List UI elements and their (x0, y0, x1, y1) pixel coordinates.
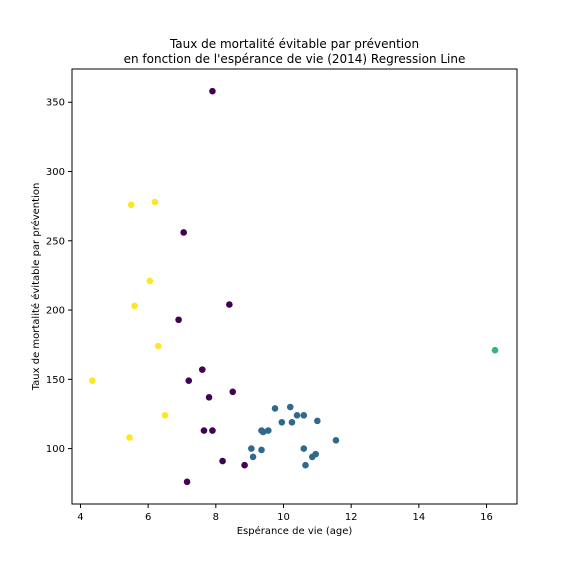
data-point (264, 427, 272, 434)
data-point (146, 277, 154, 285)
data-point (300, 412, 308, 419)
y-tick-label: 300 (46, 167, 65, 178)
y-tick-label: 250 (46, 236, 65, 247)
x-tick-label: 12 (345, 512, 358, 523)
data-point (209, 427, 216, 434)
data-point (200, 427, 208, 434)
data-point (241, 461, 248, 469)
y-tick-label: 350 (46, 98, 65, 109)
data-point (259, 428, 267, 436)
data-point (258, 446, 265, 454)
y-tick-label: 150 (46, 375, 65, 386)
x-tick-label: 6 (145, 512, 151, 523)
data-point (332, 436, 340, 444)
data-point (226, 301, 233, 308)
data-point (293, 412, 301, 419)
data-point (185, 377, 193, 385)
data-point (229, 388, 237, 396)
chart-title-line1: Taux de mortalité évitable par préventio… (169, 37, 419, 51)
data-point (180, 229, 187, 236)
data-point (278, 418, 286, 426)
data-point (198, 366, 206, 373)
plot-area-frame (71, 68, 518, 505)
data-point (131, 302, 138, 310)
axis-ticks: 4 6 8 10 12 14 16 100 150 200 250 300 350 (46, 98, 493, 523)
x-tick-label: 10 (277, 512, 290, 523)
data-point (314, 417, 321, 425)
x-tick-label: 14 (412, 512, 425, 523)
data-point (151, 198, 159, 206)
data-point (89, 377, 96, 385)
y-tick-label: 200 (46, 306, 65, 317)
data-point (302, 461, 309, 469)
data-point (161, 412, 169, 419)
data-point (249, 453, 257, 461)
data-point (300, 445, 308, 452)
x-tick-label: 8 (213, 512, 219, 523)
data-point (209, 87, 216, 95)
data-point (271, 405, 279, 412)
data-point (286, 403, 294, 411)
y-tick-label: 100 (46, 444, 65, 455)
data-points (89, 87, 499, 486)
data-point (248, 445, 255, 452)
x-axis-label: Espérance de vie (age) (237, 525, 353, 537)
data-point (175, 316, 182, 324)
data-point (154, 342, 162, 350)
y-axis-label: Taux de mortalité évitable par préventio… (30, 183, 42, 392)
data-point (126, 434, 133, 441)
x-tick-label: 4 (77, 512, 83, 523)
data-point (205, 394, 213, 401)
chart-title-line2: en fonction de l'espérance de vie (2014)… (124, 52, 466, 66)
data-point (183, 478, 191, 486)
data-point (288, 418, 296, 426)
data-point (127, 201, 135, 209)
data-point (312, 450, 319, 458)
data-point (491, 346, 499, 354)
data-point (219, 457, 226, 465)
x-tick-label: 16 (480, 512, 493, 523)
